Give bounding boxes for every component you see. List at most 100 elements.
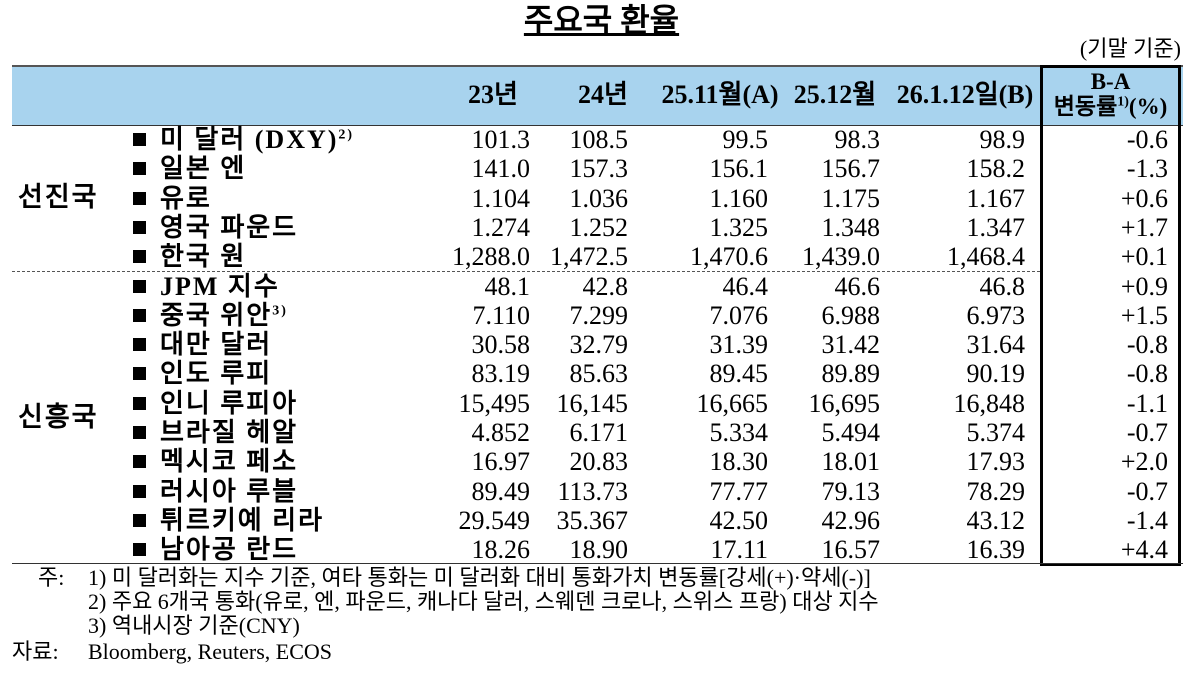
cell: 5.494 bbox=[821, 418, 881, 447]
change-box bbox=[1040, 65, 1181, 566]
row-name: 영국 파운드 bbox=[160, 212, 299, 242]
row-name-wrap: 러시아 루블 bbox=[160, 478, 298, 505]
cell: +0.1 bbox=[1120, 242, 1168, 272]
cell: 42.50 bbox=[709, 505, 769, 535]
notes-prefix: 주: bbox=[38, 565, 65, 590]
row-name-wrap: 남아공 란드 bbox=[160, 537, 298, 563]
bullet bbox=[133, 543, 146, 557]
cell: 16,848 bbox=[953, 388, 1026, 418]
column-header: 24년 bbox=[578, 80, 628, 109]
change-unit: (%) bbox=[1128, 94, 1168, 119]
cell: 98.3 bbox=[834, 125, 881, 154]
header-band bbox=[12, 65, 1183, 126]
cell: -0.8 bbox=[1126, 330, 1168, 360]
cell: 31.64 bbox=[966, 330, 1026, 360]
note: 1) 미 달러화는 지수 기준, 여타 통화는 미 달러화 대비 통화가치 변동… bbox=[88, 565, 871, 590]
cell: 17.11 bbox=[710, 535, 768, 565]
unit-note: (기말 기준) bbox=[1079, 36, 1181, 61]
cell: 20.83 bbox=[569, 447, 629, 477]
note: 3) 역내시장 기준(CNY) bbox=[88, 613, 300, 638]
row-name: 인니 루피아 bbox=[160, 388, 299, 418]
note: 2) 주요 6개국 통화(유로, 엔, 파운드, 캐나다 달러, 스웨덴 크로나… bbox=[88, 589, 879, 614]
cell: 5.374 bbox=[966, 418, 1026, 447]
bullet bbox=[133, 513, 146, 527]
row-name: 한국 원 bbox=[160, 242, 247, 272]
cell: 35.367 bbox=[556, 505, 629, 535]
bullet bbox=[133, 396, 146, 410]
row-name-wrap: 영국 파운드 bbox=[160, 212, 299, 242]
cell: 1,439.0 bbox=[802, 242, 880, 272]
cell: 16.57 bbox=[821, 535, 881, 565]
table-bottom bbox=[12, 563, 1183, 564]
cell: +1.5 bbox=[1120, 300, 1168, 330]
cell: 29.549 bbox=[458, 505, 531, 535]
row-name: 중국 위안 bbox=[160, 300, 273, 330]
row-name-wrap: 미 달러 (DXY)2) bbox=[160, 127, 354, 153]
group-label: 신흥국 bbox=[18, 402, 99, 432]
bullet bbox=[133, 191, 146, 205]
cell: 7.076 bbox=[709, 300, 769, 330]
cell: 16.39 bbox=[966, 535, 1026, 565]
row-sup: 2) bbox=[338, 127, 355, 143]
cell: 1.347 bbox=[966, 212, 1026, 242]
cell: 89.45 bbox=[709, 359, 769, 389]
cell: 42.96 bbox=[821, 505, 881, 535]
cell: 6.973 bbox=[966, 300, 1026, 330]
cell: 1.274 bbox=[471, 212, 531, 242]
bullet bbox=[133, 484, 146, 498]
row-name: JPM 지수 bbox=[160, 271, 280, 301]
cell: 16,665 bbox=[696, 388, 769, 418]
cell: +1.7 bbox=[1120, 212, 1168, 242]
cell: 46.8 bbox=[979, 271, 1026, 301]
cell: 1,472.5 bbox=[550, 242, 628, 272]
row-name-wrap: 멕시코 페소 bbox=[160, 449, 298, 475]
row-name-wrap: JPM 지수 bbox=[160, 271, 280, 301]
bullet bbox=[133, 455, 146, 469]
bullet bbox=[133, 426, 146, 439]
row-name: 남아공 란드 bbox=[160, 535, 299, 565]
row-name: 유로 bbox=[160, 183, 212, 213]
cell: -0.7 bbox=[1126, 476, 1168, 506]
cell: -1.1 bbox=[1126, 388, 1168, 418]
row-name: 멕시코 페소 bbox=[160, 447, 299, 477]
bullet bbox=[133, 133, 146, 146]
cell: 1.104 bbox=[471, 183, 531, 213]
cell: 16,145 bbox=[556, 388, 629, 418]
cell: 46.6 bbox=[834, 271, 881, 301]
cell: 83.19 bbox=[471, 359, 531, 389]
row-name-wrap: 대만 달러 bbox=[160, 332, 272, 358]
cell: 79.13 bbox=[821, 476, 881, 506]
group-label: 선진국 bbox=[18, 182, 99, 213]
cell: 89.89 bbox=[821, 359, 881, 389]
row-name-wrap: 브라질 헤알 bbox=[160, 420, 298, 446]
cell: 31.42 bbox=[821, 330, 881, 360]
bullet bbox=[133, 162, 146, 176]
row-name: 튀르키예 리라 bbox=[160, 505, 325, 535]
cell: 98.9 bbox=[979, 125, 1026, 154]
column-header: 26.1.12일(B) bbox=[896, 80, 1034, 109]
row-name: 브라질 헤알 bbox=[160, 418, 299, 447]
cell: +0.9 bbox=[1120, 271, 1168, 301]
row-name: 대만 달러 bbox=[160, 330, 273, 360]
cell: 18.26 bbox=[471, 535, 531, 565]
cell: 5.334 bbox=[709, 418, 769, 447]
cell: -0.7 bbox=[1126, 418, 1168, 447]
cell: -0.8 bbox=[1126, 359, 1168, 389]
bullet bbox=[133, 367, 146, 381]
cell: 42.8 bbox=[582, 271, 629, 301]
row-name: 인도 루피 bbox=[160, 359, 273, 389]
row-name-wrap: 한국 원 bbox=[160, 244, 246, 270]
cell: 48.1 bbox=[484, 271, 531, 301]
row-name-wrap: 인도 루피 bbox=[160, 361, 272, 387]
group-divider bbox=[12, 270, 1040, 272]
cell: 90.19 bbox=[966, 359, 1026, 389]
cell: 30.58 bbox=[471, 330, 531, 360]
bullet bbox=[133, 308, 146, 322]
change-label: 변동률 bbox=[1053, 94, 1118, 119]
cell: 7.110 bbox=[472, 300, 530, 330]
cell: 18.01 bbox=[821, 447, 881, 477]
change-sup: 1) bbox=[1117, 94, 1129, 110]
cell: 101.3 bbox=[471, 125, 531, 154]
cell: 157.3 bbox=[569, 154, 629, 184]
